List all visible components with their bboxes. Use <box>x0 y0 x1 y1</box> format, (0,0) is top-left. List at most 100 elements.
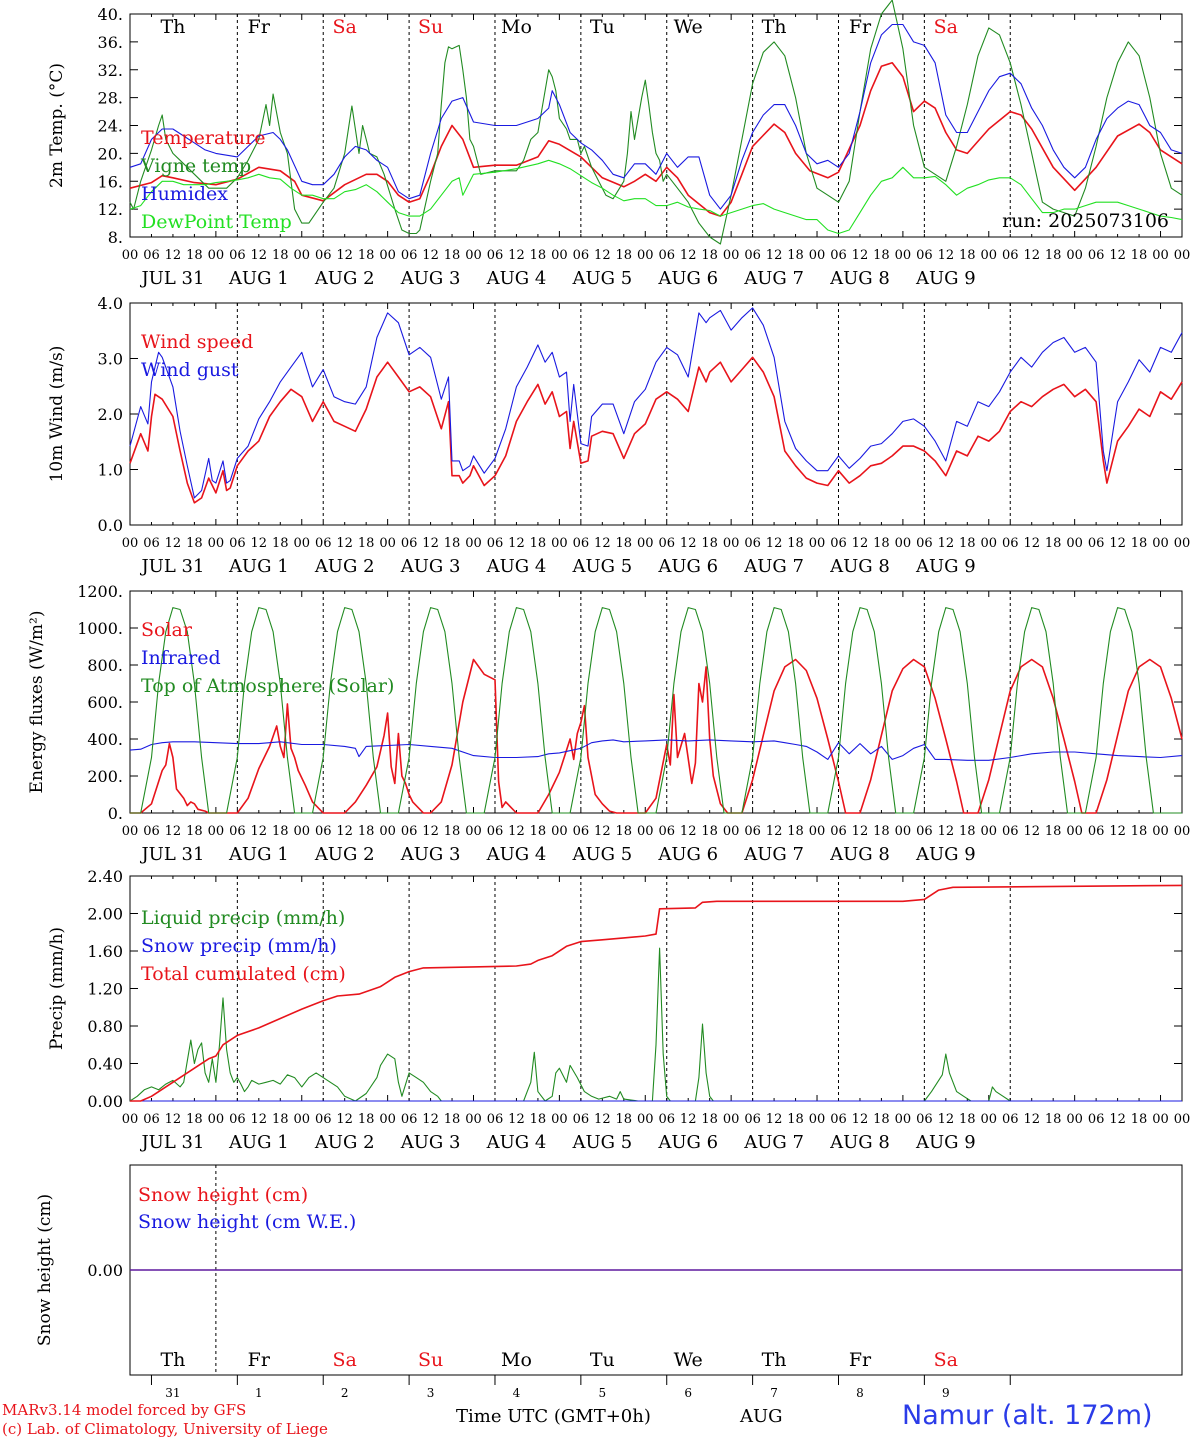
hour-tick-label: 18 <box>616 536 633 551</box>
hour-tick-label: 00 <box>465 824 482 839</box>
date-label: AUG 7 <box>743 1132 804 1153</box>
y-tick-label: 800. <box>87 656 123 675</box>
weekday-label: Th <box>160 16 185 38</box>
hour-tick-label: 00 <box>122 1112 139 1127</box>
hour-tick-label: 12 <box>165 536 182 551</box>
hour-tick-label: 18 <box>530 248 547 263</box>
hour-tick-label: 06 <box>1088 1112 1105 1127</box>
hour-tick-label: 12 <box>508 1112 525 1127</box>
hour-tick-label: 18 <box>444 248 461 263</box>
weekday-label: Sa <box>934 16 958 38</box>
legend-entry: Solar <box>141 619 193 641</box>
hour-tick-label: 00 <box>208 824 225 839</box>
hour-tick-label: 06 <box>487 536 504 551</box>
hour-tick-label: 18 <box>873 1112 890 1127</box>
series-line-vigne-temp <box>129 0 1183 245</box>
hour-tick-label: 06 <box>573 1112 590 1127</box>
hour-tick-label: 00 <box>895 536 912 551</box>
y-tick-label: 28. <box>98 89 123 108</box>
y-tick-label: 4.0 <box>98 294 123 313</box>
y-tick-label: 1200. <box>77 582 123 601</box>
hour-tick-label: 12 <box>251 824 268 839</box>
date-label: AUG 8 <box>829 556 890 577</box>
day-number: 8 <box>856 1386 864 1400</box>
weekday-label: Fr <box>849 1349 872 1371</box>
hour-tick-label: 12 <box>251 248 268 263</box>
hour-tick-label: 06 <box>487 1112 504 1127</box>
hour-tick-label: 18 <box>530 536 547 551</box>
day-number: 5 <box>599 1386 607 1400</box>
hour-tick-label: 18 <box>1045 1112 1062 1127</box>
y-tick-label: 2.40 <box>87 867 123 886</box>
hour-tick-label: 00 <box>293 1112 310 1127</box>
run-annotation: run: 2025073106 <box>1002 210 1169 232</box>
weekday-label: Th <box>762 1349 787 1371</box>
hour-tick-label: 12 <box>594 1112 611 1127</box>
day-number: 31 <box>165 1386 180 1400</box>
hour-tick-label: 00 <box>122 536 139 551</box>
hour-tick-label: 06 <box>401 824 418 839</box>
hour-tick-label: 00 <box>1174 1112 1191 1127</box>
hour-tick-label: 18 <box>959 824 976 839</box>
hour-tick-label: 00 <box>551 1112 568 1127</box>
panel-frame-temperature <box>129 13 1183 238</box>
hour-tick-label: 06 <box>744 536 761 551</box>
panel-frame-wind <box>129 302 1183 526</box>
hour-tick-label: 00 <box>551 536 568 551</box>
hour-tick-label: 06 <box>658 824 675 839</box>
date-label: AUG 7 <box>743 844 804 865</box>
date-label: AUG 4 <box>486 844 547 865</box>
y-axis-label: Energy fluxes (W/m²) <box>27 611 47 794</box>
legend-entry: Wind gust <box>141 359 239 381</box>
hour-tick-label: 00 <box>809 824 826 839</box>
hour-tick-label: 06 <box>229 536 246 551</box>
hour-tick-label: 12 <box>165 1112 182 1127</box>
date-label: AUG 3 <box>400 844 461 865</box>
hour-tick-label: 00 <box>1152 1112 1169 1127</box>
hour-tick-label: 12 <box>422 824 439 839</box>
hour-tick-label: 06 <box>1088 536 1105 551</box>
hour-tick-label: 18 <box>186 1112 203 1127</box>
hour-tick-label: 18 <box>1131 536 1148 551</box>
hour-tick-label: 06 <box>1002 536 1019 551</box>
legend-entry: Wind speed <box>141 331 253 353</box>
hour-tick-label: 12 <box>594 824 611 839</box>
hour-tick-label: 18 <box>186 824 203 839</box>
hour-tick-label: 12 <box>1109 1112 1126 1127</box>
date-label: AUG 2 <box>314 268 375 289</box>
hour-tick-label: 06 <box>658 1112 675 1127</box>
hour-tick-label: 00 <box>809 248 826 263</box>
hour-tick-label: 12 <box>422 1112 439 1127</box>
hour-tick-label: 12 <box>594 248 611 263</box>
hour-tick-label: 12 <box>938 824 955 839</box>
date-label: AUG 8 <box>829 844 890 865</box>
hour-tick-label: 06 <box>401 1112 418 1127</box>
hour-tick-label: 00 <box>1066 824 1083 839</box>
hour-tick-label: 00 <box>895 1112 912 1127</box>
hour-tick-label: 12 <box>852 248 869 263</box>
y-tick-label: 16. <box>98 172 123 191</box>
hour-tick-label: 06 <box>744 1112 761 1127</box>
hour-tick-label: 00 <box>379 536 396 551</box>
hour-tick-label: 12 <box>1023 248 1040 263</box>
hour-tick-label: 12 <box>336 824 353 839</box>
hour-tick-label: 06 <box>658 536 675 551</box>
date-label: AUG 9 <box>915 844 976 865</box>
legend-entry: Infrared <box>141 647 221 669</box>
hour-tick-label: 00 <box>723 536 740 551</box>
series-line-solar <box>130 658 1183 814</box>
y-tick-label: 24. <box>98 117 123 136</box>
hour-tick-label: 06 <box>229 1112 246 1127</box>
hour-tick-label: 00 <box>379 1112 396 1127</box>
hour-tick-label: 00 <box>637 824 654 839</box>
hour-tick-label: 06 <box>487 824 504 839</box>
day-number: 1 <box>255 1386 263 1400</box>
hour-tick-label: 18 <box>959 536 976 551</box>
hour-tick-label: 06 <box>315 1112 332 1127</box>
day-number: 2 <box>341 1386 349 1400</box>
hour-tick-label: 12 <box>1109 824 1126 839</box>
hour-tick-label: 06 <box>143 248 160 263</box>
hour-tick-label: 06 <box>916 1112 933 1127</box>
hour-tick-label: 06 <box>1002 1112 1019 1127</box>
hour-tick-label: 18 <box>616 824 633 839</box>
